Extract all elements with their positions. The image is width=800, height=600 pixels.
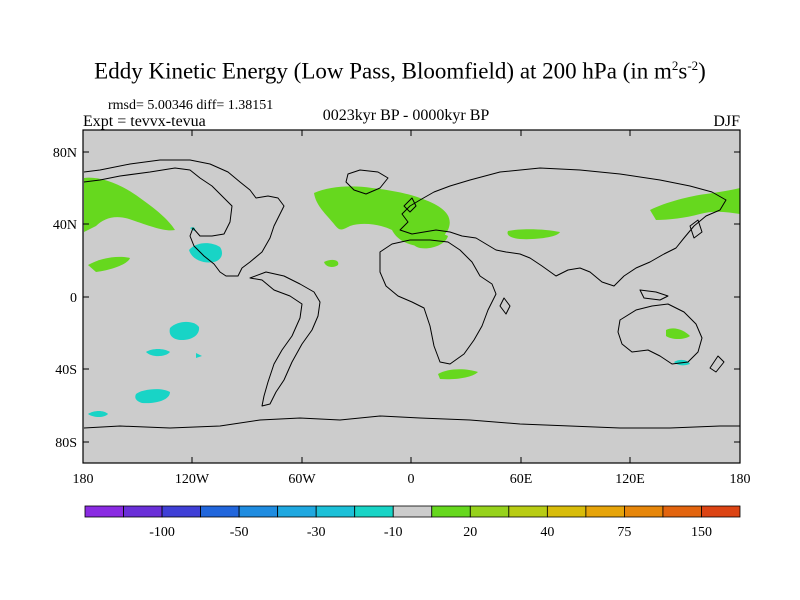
colorbar-swatch (701, 505, 741, 518)
colorbar-swatch (161, 505, 201, 518)
anomaly-south-pacific-small (146, 349, 170, 357)
colorbar-label: -100 (149, 525, 175, 540)
colorbar-swatch (662, 505, 702, 518)
anomaly-southern-pacific (135, 389, 170, 404)
antarctica-coast (83, 415, 740, 429)
lon-tick-marks (82, 130, 741, 463)
anomaly-east-pacific (189, 243, 222, 263)
lon-label: 180 (730, 472, 751, 487)
colorbar-label: -10 (384, 525, 403, 540)
colorbar-label: 75 (617, 525, 631, 540)
anomaly-dot (196, 353, 202, 358)
map-background (83, 130, 740, 463)
colorbar-swatch (508, 505, 548, 518)
lat-tick-marks (83, 151, 740, 443)
anomaly-north-pacific-west (650, 188, 740, 220)
anomaly-north-pacific-east (84, 177, 175, 232)
australia-coast (617, 303, 703, 365)
negative-anomaly-regions (88, 227, 690, 417)
anomaly-mediterranean (409, 229, 448, 249)
indonesia-coast (639, 289, 669, 301)
plot-title: Eddy Kinetic Energy (Low Pass, Bloomfiel… (94, 58, 706, 84)
north-america-coast (83, 159, 285, 277)
period-label: 0023kyr BP - 0000kyr BP (322, 107, 490, 124)
experiment-label: Expt = tevvx-tevua (83, 113, 206, 130)
lat-labels: 80N 40N 0 40S 80S (53, 146, 77, 451)
colorbar-label: -50 (230, 525, 249, 540)
colorbar-label: 150 (691, 525, 712, 540)
new-zealand-coast (709, 355, 725, 373)
coastlines (83, 159, 740, 429)
colorbar-label: 40 (540, 525, 554, 540)
lat-label: 80N (53, 146, 77, 161)
anomaly-pacific-small (88, 256, 130, 272)
lon-label: 120E (615, 472, 645, 487)
lon-label: 180 (73, 472, 94, 487)
lon-label: 0 (408, 472, 415, 487)
japan-coast (689, 219, 703, 239)
anomaly-central-asia (507, 229, 560, 240)
colorbar-swatch (546, 505, 587, 518)
anomaly-far-south-pacific (88, 411, 108, 417)
eurasia-coast (399, 167, 727, 287)
colorbar (84, 505, 741, 518)
colorbar-swatch (624, 505, 664, 518)
colorbar-swatch (123, 505, 163, 518)
anomaly-atlantic-small (324, 259, 339, 267)
lat-label: 40S (55, 363, 77, 378)
positive-anomaly-regions (84, 177, 740, 380)
lon-labels: 180 120W 60W 0 60E 120E 180 (73, 472, 751, 487)
south-america-coast (249, 271, 321, 407)
madagascar-coast (499, 297, 511, 315)
lon-label: 120W (175, 472, 210, 487)
anomaly-australia (666, 328, 690, 339)
colorbar-swatch (431, 505, 471, 518)
colorbar-label: -30 (307, 525, 326, 540)
colorbar-swatch (585, 505, 625, 518)
lat-label: 80S (55, 436, 77, 451)
lat-label: 0 (70, 291, 77, 306)
colorbar-swatch (392, 505, 433, 518)
greenland-coast (345, 169, 389, 195)
colorbar-swatch (315, 505, 356, 518)
colorbar-label: 20 (463, 525, 477, 540)
colorbar-swatch (277, 505, 317, 518)
lon-label: 60W (288, 472, 316, 487)
colorbar-swatch (200, 505, 240, 518)
colorbar-swatch (354, 505, 394, 518)
anomaly-south-africa (438, 369, 478, 380)
lat-label: 40N (53, 218, 77, 233)
stats-label: rmsd= 5.00346 diff= 1.38151 (108, 98, 274, 113)
colorbar-swatch (238, 505, 279, 518)
anomaly-south-pacific (169, 321, 200, 340)
africa-coast (379, 239, 497, 365)
uk-coast (403, 197, 417, 213)
colorbar-labels: -100 -50 -30 -10 20 40 75 150 (149, 525, 712, 540)
season-label: DJF (713, 113, 740, 130)
colorbar-swatch (469, 505, 510, 518)
colorbar-swatch (84, 505, 124, 518)
lon-label: 60E (510, 472, 533, 487)
